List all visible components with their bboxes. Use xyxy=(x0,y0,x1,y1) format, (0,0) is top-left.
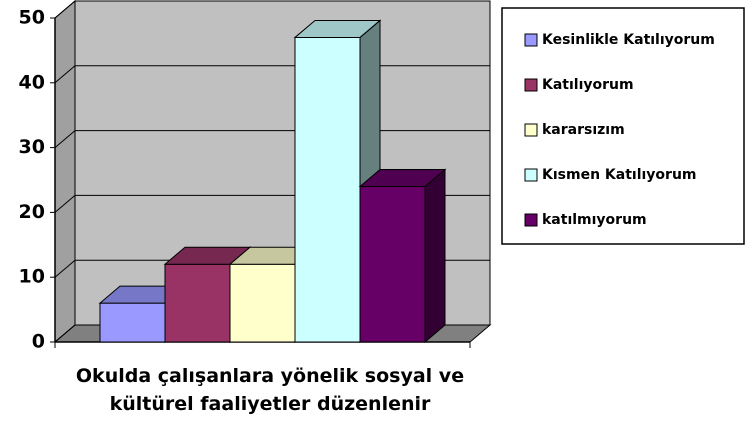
legend-swatch xyxy=(524,33,538,47)
y-tick-label: 0 xyxy=(32,331,45,353)
legend-box xyxy=(501,7,745,245)
grid-line-side xyxy=(54,65,76,84)
legend-label: Kesinlikle Katılıyorum xyxy=(542,32,715,48)
y-tick-label: 10 xyxy=(19,266,45,288)
bar xyxy=(359,185,426,343)
bar-side xyxy=(424,168,446,344)
grid-line-side xyxy=(54,130,76,148)
legend-label: Kısmen Katılıyorum xyxy=(542,167,697,183)
legend-swatch xyxy=(524,78,538,92)
y-tick-label: 40 xyxy=(19,71,45,93)
bar xyxy=(294,36,361,343)
grid-line-side xyxy=(54,0,76,19)
legend-label: katılmıyorum xyxy=(542,212,647,228)
x-category-label: Okulda çalışanlara yönelik sosyal ve kül… xyxy=(75,365,465,415)
side-wall xyxy=(54,0,76,344)
bar-top xyxy=(358,168,447,187)
y-tick-label: 50 xyxy=(19,7,45,29)
bar-top xyxy=(293,19,382,38)
bar xyxy=(164,263,231,343)
legend-label: kararsızım xyxy=(542,122,625,138)
grid-line-side xyxy=(54,324,76,343)
bar xyxy=(229,263,296,343)
grid-line-side xyxy=(54,259,76,278)
y-tick-label: 20 xyxy=(19,201,45,223)
legend-label: Katılıyorum xyxy=(542,77,634,93)
legend-swatch xyxy=(524,123,538,137)
y-tick-label: 30 xyxy=(19,136,45,158)
bar xyxy=(99,302,166,343)
legend-swatch xyxy=(524,168,538,182)
grid-line-side xyxy=(54,195,76,213)
legend-swatch xyxy=(524,213,538,227)
